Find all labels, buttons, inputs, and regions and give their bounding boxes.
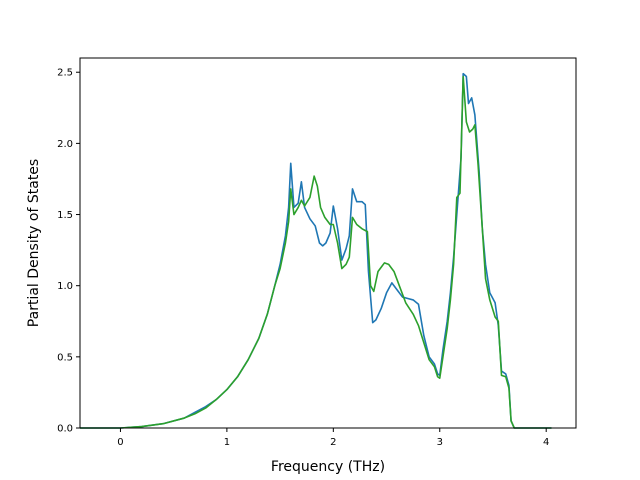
- x-tick-label: 0: [117, 437, 123, 448]
- x-tick-label: 1: [224, 437, 230, 448]
- y-tick-label: 1.0: [57, 281, 73, 292]
- series-layer: [80, 72, 552, 429]
- y-tick-label: 2.0: [57, 139, 73, 150]
- y-axis-ticks: 0.0 0.5 1.0 1.5 2.0 2.5: [57, 68, 80, 435]
- series-line-1: [80, 72, 552, 429]
- y-tick-label: 0.5: [57, 352, 73, 363]
- x-tick-label: 4: [543, 437, 549, 448]
- plot-frame: [79, 57, 577, 429]
- y-tick-label: 1.5: [57, 210, 73, 221]
- x-tick-label: 2: [330, 437, 336, 448]
- y-tick-label: 2.5: [57, 68, 73, 79]
- x-axis-label: Frequency (THz): [271, 459, 385, 475]
- x-axis-ticks: 0 1 2 3 4: [117, 428, 549, 448]
- y-tick-label: 0.0: [57, 424, 73, 435]
- y-axis-label: Partial Density of States: [26, 159, 42, 327]
- x-tick-label: 3: [437, 437, 443, 448]
- series-line-2: [80, 75, 552, 429]
